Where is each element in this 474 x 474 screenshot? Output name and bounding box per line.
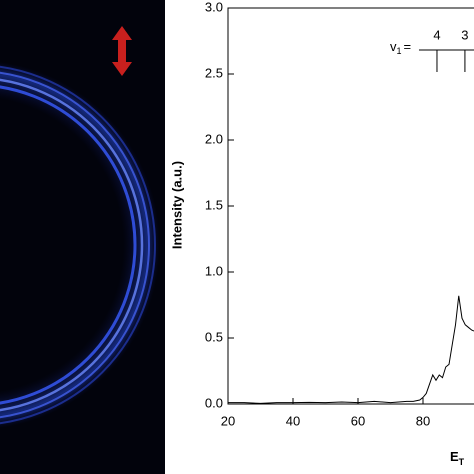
ring: [0, 78, 144, 412]
polarization-arrow: [112, 26, 132, 76]
y-tick-label: 0.5: [205, 329, 223, 344]
x-axis-label-sub: T: [459, 457, 465, 467]
y-tick-label: 1.0: [205, 263, 223, 278]
comb-label: 3: [461, 27, 468, 42]
x-tick-label: 60: [351, 413, 365, 428]
ring: [0, 65, 156, 425]
y-tick-label: 2.5: [205, 65, 223, 80]
comb-symbol-sub: 1: [397, 46, 402, 56]
comb-label: v1 =: [390, 39, 411, 56]
x-tick-label: 40: [286, 413, 300, 428]
y-tick-label: 1.5: [205, 197, 223, 212]
ring-glow: [0, 61, 160, 429]
y-axis-label: Intensity (a.u.): [169, 161, 184, 249]
comb-symbol: v: [390, 39, 397, 54]
x-tick-label: 80: [416, 413, 430, 428]
ring: [0, 85, 137, 405]
x-axis-label: ET: [450, 449, 465, 467]
x-axis-label-main: E: [450, 449, 459, 464]
y-tick-label: 2.0: [205, 131, 223, 146]
ring: [0, 71, 150, 419]
comb-label: 4: [433, 27, 440, 42]
data-line: [228, 295, 474, 404]
x-tick-label: 20: [221, 413, 235, 428]
y-tick-label: 3.0: [205, 0, 223, 14]
y-tick-label: 0.0: [205, 395, 223, 410]
ion-image: [0, 0, 165, 474]
comb-equals: =: [404, 39, 412, 54]
